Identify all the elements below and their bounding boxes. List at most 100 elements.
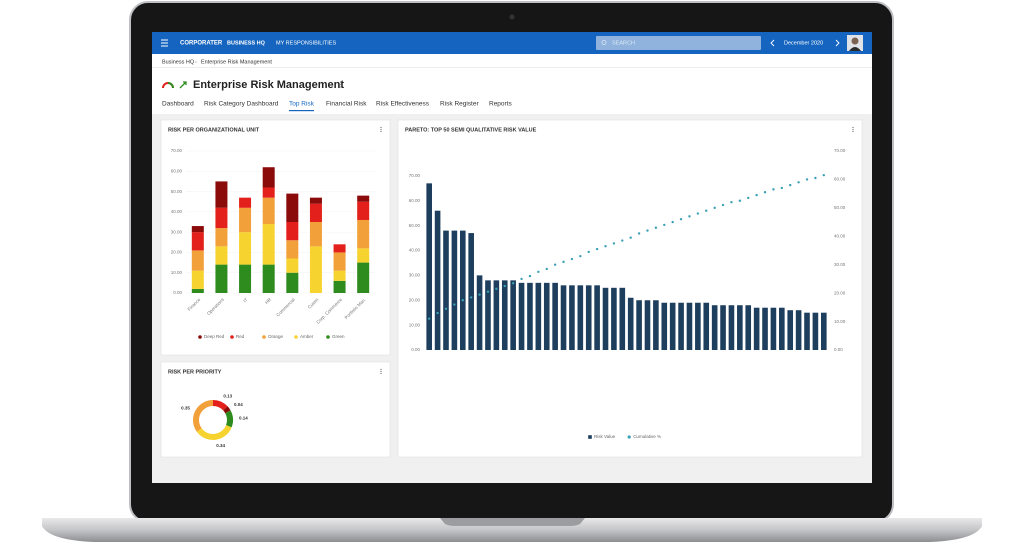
y-tick-label: 60.00 <box>409 198 421 203</box>
y2-tick-label: 70.00 <box>834 148 846 153</box>
tab[interactable]: Risk Register <box>440 101 479 108</box>
bar <box>518 282 525 350</box>
bar <box>695 302 701 350</box>
data-label: 0.34 <box>216 443 225 448</box>
bar <box>485 280 491 350</box>
bar <box>762 307 768 350</box>
bar-segment <box>262 167 275 188</box>
bar-segment <box>191 250 204 271</box>
y2-tick-label: 30.00 <box>834 262 846 267</box>
bar-segment <box>215 246 228 265</box>
bar-segment <box>357 248 370 263</box>
nav-link[interactable]: MY RESPONSIBILITIES <box>276 40 336 46</box>
bar-segment <box>239 197 252 208</box>
bar <box>779 307 785 350</box>
panel-menu[interactable] <box>852 126 854 133</box>
donut-slice <box>223 406 231 414</box>
bar <box>468 233 474 350</box>
line-point <box>595 247 599 251</box>
bar <box>644 300 651 350</box>
line-point <box>763 191 767 194</box>
period[interactable]: December 2020 <box>784 40 823 46</box>
bar-segment <box>239 207 252 233</box>
line-point <box>427 317 431 320</box>
avatar-head <box>851 37 859 45</box>
bar-segment <box>357 195 370 202</box>
bar <box>594 285 600 350</box>
bar <box>661 302 668 350</box>
tab[interactable]: Top Risk <box>289 101 315 108</box>
line-point <box>553 263 557 266</box>
breadcrumb-item[interactable]: Business HQ <box>162 59 195 65</box>
y-tick-label: 40.00 <box>171 209 183 214</box>
next-button[interactable] <box>835 39 840 47</box>
bar <box>611 287 617 350</box>
menu-icon[interactable] <box>161 39 168 47</box>
active-tab-underline <box>289 110 314 112</box>
bar <box>619 287 626 350</box>
bar-segment <box>262 264 275 293</box>
tab[interactable]: Reports <box>489 101 513 108</box>
y-tick-label: 10.00 <box>171 270 183 275</box>
title-menu[interactable] <box>340 81 342 88</box>
line-point <box>679 218 683 221</box>
bar-segment <box>357 219 370 249</box>
bar <box>636 300 642 350</box>
bar <box>627 297 634 350</box>
legend-label: Deep Red <box>204 334 225 339</box>
legend-label: Cumulative % <box>633 434 661 439</box>
bar <box>812 312 819 350</box>
tab[interactable]: Risk Effectiveness <box>376 101 430 108</box>
legend-label: Orange <box>268 334 284 339</box>
line-point <box>772 188 775 191</box>
bar-segment <box>357 201 370 220</box>
bar-segment <box>286 272 299 293</box>
tab[interactable]: Dashboard <box>162 101 194 108</box>
line-point <box>747 196 750 200</box>
y-tick-label: 0.00 <box>173 290 182 295</box>
y-tick-label: 0.00 <box>411 347 420 352</box>
panel-title: RISK PER PRIORITY <box>168 369 222 375</box>
y-tick-label: 70.00 <box>409 173 421 178</box>
bar <box>753 307 760 350</box>
bar-segment <box>333 270 346 281</box>
bar-segment <box>309 222 322 247</box>
tab-bar: Dashboard Risk Category Dashboard Top Risk… <box>162 101 513 112</box>
prev-button[interactable] <box>770 39 775 47</box>
tab[interactable]: Risk Category Dashboard <box>204 101 279 108</box>
panel-menu[interactable] <box>380 368 382 375</box>
line-point <box>730 200 733 204</box>
search-box[interactable] <box>596 36 761 50</box>
donut-slice <box>212 400 228 411</box>
line-point <box>713 206 716 210</box>
donut-slice <box>225 410 233 428</box>
bar <box>745 305 752 350</box>
y-tick-label: 50.00 <box>171 189 183 194</box>
bar-segment <box>309 203 322 222</box>
tab[interactable]: Financial Risk <box>326 101 367 108</box>
line-point <box>486 290 490 293</box>
y2-tick-label: 50.00 <box>834 205 846 210</box>
line-point <box>805 178 809 181</box>
panel-title: PARETO: TOP 50 SEMI QUALITATIVE RISK VAL… <box>405 127 537 133</box>
bar <box>426 183 432 350</box>
y2-tick-label: 10.00 <box>834 319 846 324</box>
data-label: 0.35 <box>181 405 190 410</box>
bar-segment <box>286 240 299 259</box>
panel-menu[interactable] <box>380 126 382 133</box>
line-point <box>621 239 624 242</box>
data-label: 0.13 <box>223 393 232 398</box>
bar-segment <box>262 224 275 265</box>
bar-segment <box>239 264 252 293</box>
line-point <box>587 250 590 254</box>
gauge-icon-part <box>167 82 174 89</box>
line-point <box>797 181 800 184</box>
line-point <box>579 254 582 258</box>
bar <box>543 282 550 350</box>
nav-link[interactable]: BUSINESS HQ <box>227 40 266 46</box>
bar <box>434 210 441 350</box>
bar <box>653 300 659 350</box>
line-point <box>612 242 616 245</box>
bar-segment <box>333 252 346 271</box>
